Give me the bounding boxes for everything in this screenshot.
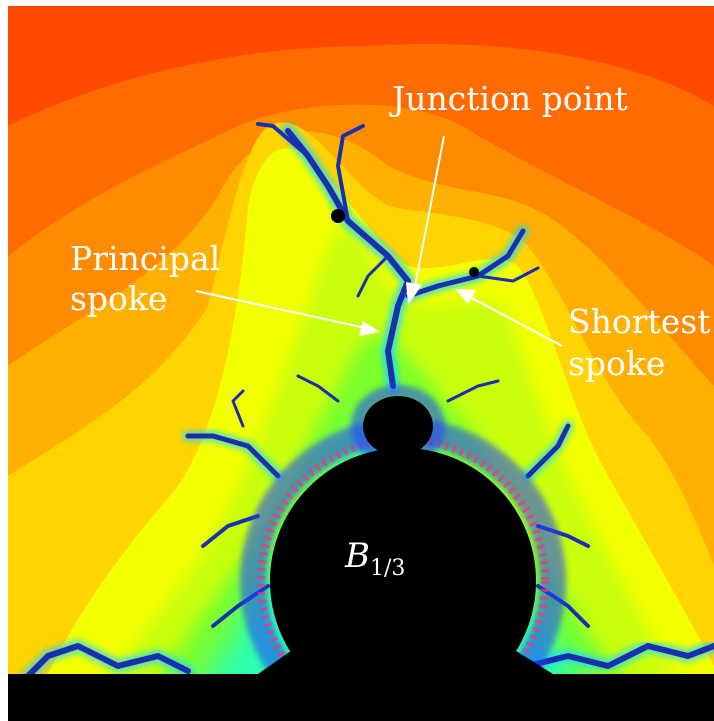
principal-spoke-label-line1: Principal [70, 239, 221, 278]
set-interior [8, 396, 714, 721]
bulb-subscript: 1/3 [370, 555, 406, 581]
minibrot-upper [331, 209, 345, 223]
junction-point-label: Junction point [392, 79, 628, 118]
shortest-arrow-shaft [467, 295, 563, 347]
bulb-symbol: B [345, 536, 370, 576]
junction-arrow-head [406, 282, 422, 305]
shortest-spoke-label-line2: spoke [568, 344, 666, 383]
minibrot-right [469, 267, 479, 277]
mandelbrot-render [8, 6, 714, 721]
shortest-arrow-head [455, 289, 476, 304]
filaments [8, 122, 714, 703]
shortest-spoke-label-line1: Shortest [568, 302, 711, 341]
principal-arrow-shaft [195, 290, 367, 329]
annotation-arrows [195, 135, 563, 347]
principal-arrow-head [359, 321, 380, 336]
bulb-label: B1/3 [345, 536, 405, 581]
principal-spoke-label-line2: spoke [70, 279, 168, 318]
junction-arrow-shaft [413, 135, 445, 292]
mandelbrot-image: Junction point Principal spoke Shortest … [8, 6, 714, 721]
